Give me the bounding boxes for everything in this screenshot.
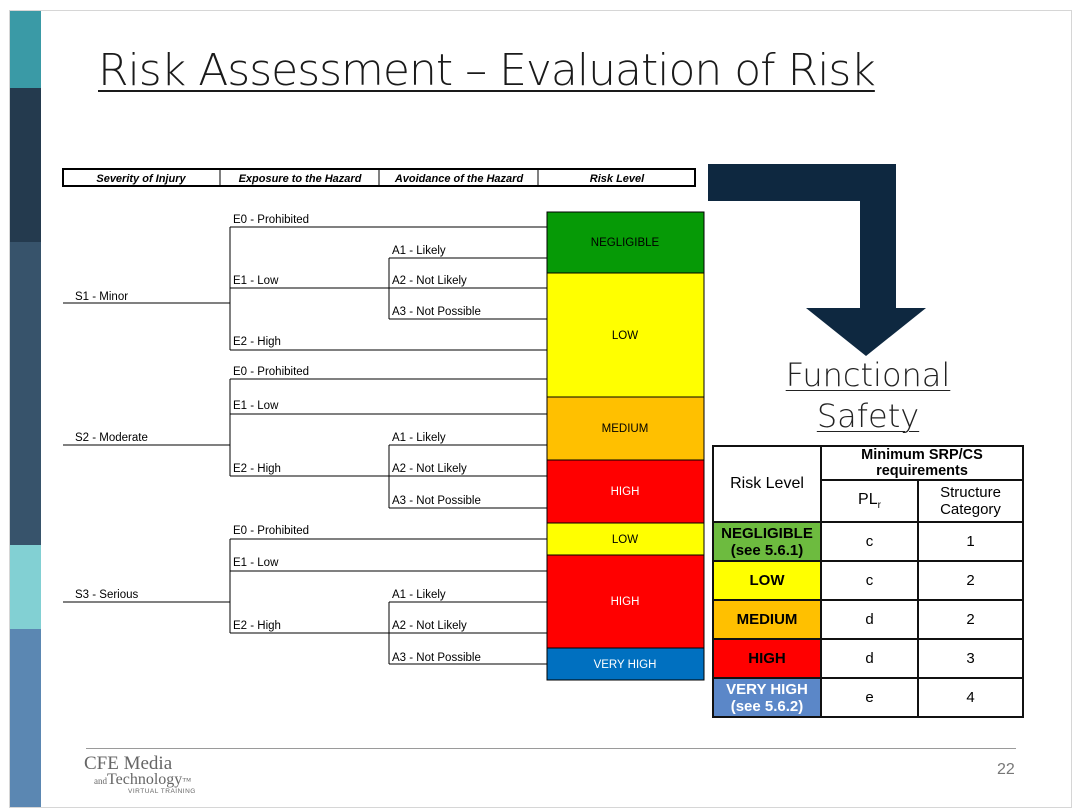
- cfe-media-logo: CFE Media andTechnology™ VIRTUAL TRAININ…: [84, 753, 196, 795]
- logo-line-1: CFE Media: [84, 753, 173, 774]
- risk-block-medium: [546, 396, 705, 461]
- down-arrow-icon: [708, 164, 926, 356]
- severity-s3: S3 - Serious: [75, 589, 139, 601]
- risk-label-very-high: VERY HIGH: [594, 659, 657, 671]
- s3-exposure-e1: E1 - Low: [233, 557, 279, 569]
- s1-avoidance-a1: A1 - Likely: [392, 245, 446, 257]
- severity-s1: S1 - Minor: [75, 291, 128, 303]
- table-row: NEGLIGIBLE (see 5.6.1) c 1: [712, 521, 1024, 562]
- table-row: VERY HIGH (see 5.6.2) e 4: [712, 677, 1024, 718]
- header-avoidance: Avoidance of the Hazard: [394, 173, 524, 185]
- table-row: MEDIUM d 2: [712, 599, 1024, 640]
- s1-exposure-e2: E2 - High: [233, 336, 281, 348]
- severity-s2: S2 - Moderate: [75, 432, 148, 444]
- s2-avoidance-a3: A3 - Not Possible: [392, 495, 481, 507]
- col-header-risk-level: Risk Level: [712, 445, 822, 523]
- category-cell: 2: [917, 599, 1024, 640]
- risk-label-low-2: LOW: [612, 534, 638, 546]
- risk-cell-negligible: NEGLIGIBLE (see 5.6.1): [712, 521, 822, 562]
- sidebar-band-3: [10, 242, 41, 545]
- s3-exposure-e2: E2 - High: [233, 620, 281, 632]
- sidebar-band-2: [10, 88, 41, 242]
- pl-cell: d: [820, 599, 919, 640]
- s1-avoidance-a3: A3 - Not Possible: [392, 306, 481, 318]
- risk-label-high-1: HIGH: [611, 486, 640, 498]
- category-cell: 4: [917, 677, 1024, 718]
- s1-exposure-e1: E1 - Low: [233, 275, 279, 287]
- s2-avoidance-a2: A2 - Not Likely: [392, 463, 467, 475]
- page-number: 22: [997, 761, 1015, 778]
- risk-cell-medium: MEDIUM: [712, 599, 822, 640]
- risk-label-negligible: NEGLIGIBLE: [591, 237, 660, 249]
- logo-line-3: VIRTUAL TRAINING: [128, 788, 196, 795]
- col-header-pl: PLr: [820, 479, 919, 523]
- sidebar-band-4: [10, 545, 41, 629]
- risk-column: NEGLIGIBLE LOW MEDIUM HIGH LOW HIGH VERY…: [546, 211, 705, 681]
- risk-cell-low: LOW: [712, 560, 822, 601]
- category-cell: 3: [917, 638, 1024, 679]
- slide: Risk Assessment – Evaluation of Risk Sev…: [9, 10, 1072, 808]
- risk-block-very-high: [546, 647, 705, 681]
- page-title: Risk Assessment – Evaluation of Risk: [98, 45, 876, 96]
- risk-label-high-2: HIGH: [611, 596, 640, 608]
- functional-safety-label: Functional Safety: [785, 356, 951, 435]
- pl-cell: d: [820, 638, 919, 679]
- header-risk-level: Risk Level: [590, 173, 645, 185]
- s2-avoidance-a1: A1 - Likely: [392, 432, 446, 444]
- risk-label-low-1: LOW: [612, 330, 638, 342]
- category-cell: 2: [917, 560, 1024, 601]
- risk-cell-very-high: VERY HIGH (see 5.6.2): [712, 677, 822, 718]
- risk-block-low-2: [546, 522, 705, 556]
- srp-cs-requirements-table: Risk Level Minimum SRP/CS requirements P…: [712, 445, 1024, 718]
- table-row: HIGH d 3: [712, 638, 1024, 679]
- s2-exposure-e1: E1 - Low: [233, 400, 279, 412]
- col-header-structure-category: Structure Category: [917, 479, 1024, 523]
- risk-block-high-2: [546, 554, 705, 649]
- risk-block-high-1: [546, 459, 705, 524]
- header-exposure: Exposure to the Hazard: [239, 173, 362, 185]
- s3-avoidance-a1: A1 - Likely: [392, 589, 446, 601]
- risk-graph-diagram: Severity of Injury Exposure to the Hazar…: [62, 168, 705, 681]
- risk-block-low-1: [546, 272, 705, 398]
- risk-cell-high: HIGH: [712, 638, 822, 679]
- branch-lines: [63, 226, 547, 665]
- table-row: LOW c 2: [712, 560, 1024, 601]
- sidebar-band-5: [10, 629, 41, 807]
- category-cell: 1: [917, 521, 1024, 562]
- s1-avoidance-a2: A2 - Not Likely: [392, 275, 467, 287]
- s3-exposure-e0: E0 - Prohibited: [233, 525, 309, 537]
- s2-exposure-e0: E0 - Prohibited: [233, 366, 309, 378]
- logo-line-2: andTechnology™: [94, 771, 192, 788]
- s3-avoidance-a2: A2 - Not Likely: [392, 620, 467, 632]
- col-header-min-requirements: Minimum SRP/CS requirements: [820, 445, 1024, 481]
- risk-block-negligible: [546, 211, 705, 274]
- risk-label-medium: MEDIUM: [602, 423, 649, 435]
- sidebar-band-1: [10, 11, 41, 88]
- header-severity: Severity of Injury: [96, 173, 186, 185]
- s1-exposure-e0: E0 - Prohibited: [233, 214, 309, 226]
- footer-divider: [86, 748, 1016, 749]
- pl-cell: c: [820, 560, 919, 601]
- s3-avoidance-a3: A3 - Not Possible: [392, 652, 481, 664]
- pl-cell: e: [820, 677, 919, 718]
- pl-cell: c: [820, 521, 919, 562]
- s2-exposure-e2: E2 - High: [233, 463, 281, 475]
